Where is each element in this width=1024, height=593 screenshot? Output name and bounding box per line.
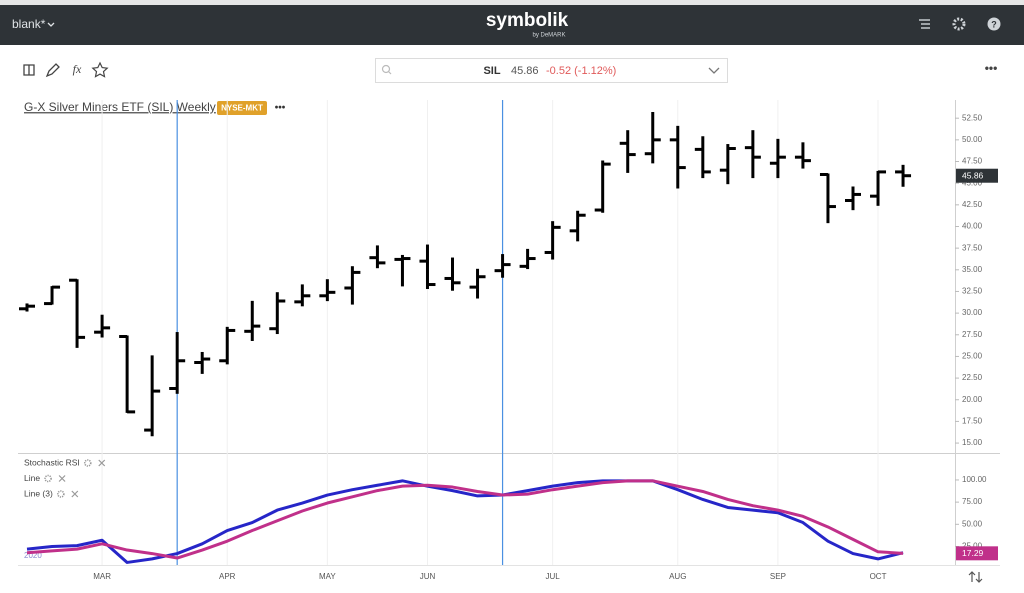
y-tick-label: 17.50 <box>962 417 983 426</box>
x-tick-label: AUG <box>669 572 686 581</box>
x-tick-label: APR <box>219 572 236 581</box>
legend-settings[interactable] <box>44 474 52 483</box>
y-tick-label: 42.50 <box>962 200 983 209</box>
x-tick-label: JUN <box>420 572 436 581</box>
draw-icon[interactable] <box>45 63 60 78</box>
last-value-label: 17.29 <box>962 548 984 558</box>
legend-entry: Line <box>24 473 40 483</box>
y-tick-label: 75.00 <box>962 497 983 506</box>
symbol-search[interactable] <box>375 58 728 83</box>
settings-icon[interactable] <box>952 17 966 31</box>
legend-settings[interactable] <box>83 459 92 467</box>
favorite-icon[interactable] <box>91 61 109 78</box>
svg-text:?: ? <box>991 19 997 29</box>
top-strip <box>0 0 1024 5</box>
y-tick-label: 15.00 <box>962 438 983 447</box>
symbol: SIL <box>483 65 500 77</box>
exchange-label: NYSE-MKT <box>221 104 263 113</box>
legend-remove[interactable] <box>58 475 66 482</box>
year-label: 2020 <box>24 551 42 560</box>
x-tick-label: MAY <box>319 572 336 581</box>
exchange-badge <box>217 101 267 115</box>
menu-button[interactable]: ••• <box>985 61 998 75</box>
y-tick-label: 47.50 <box>962 157 983 166</box>
last-price-tag <box>956 168 998 183</box>
formula-icon[interactable]: fx <box>73 62 82 76</box>
last-value-tag <box>956 546 998 561</box>
last-price: 45.86 <box>511 65 539 77</box>
y-tick-label: 25.00 <box>962 352 983 361</box>
x-tick-label: JUL <box>546 572 561 581</box>
search-icon <box>381 64 392 75</box>
search-dropdown[interactable] <box>708 67 720 74</box>
legend-remove[interactable] <box>71 490 79 498</box>
legend-remove[interactable] <box>98 459 106 467</box>
y-tick-label: 20.00 <box>962 395 983 404</box>
chart-options[interactable]: ••• <box>275 103 286 114</box>
y-tick-label: 37.50 <box>962 243 983 252</box>
x-tick-label: SEP <box>770 572 786 581</box>
legend-settings[interactable] <box>57 490 65 498</box>
y-tick-label: 27.50 <box>962 330 983 339</box>
price-bars <box>19 111 912 437</box>
book-icon[interactable] <box>23 64 35 76</box>
y-tick-label: 22.50 <box>962 373 983 382</box>
y-tick-label: 100.00 <box>962 475 987 484</box>
swap-icon[interactable] <box>968 571 983 583</box>
y-tick-label: 25.00 <box>962 542 983 551</box>
x-tick-label: MAR <box>93 572 111 581</box>
y-tick-label: 40.00 <box>962 222 983 231</box>
y-tick-label: 50.00 <box>962 135 983 144</box>
indicator-line <box>26 479 904 560</box>
help-icon[interactable]: ? <box>987 17 1001 31</box>
last-price-label: 45.86 <box>962 170 984 180</box>
y-tick-label: 52.50 <box>962 113 983 122</box>
nav-bar <box>0 5 1024 45</box>
x-tick-label: OCT <box>870 572 887 581</box>
workspace-caret[interactable] <box>47 22 55 27</box>
indicator-line <box>26 479 904 564</box>
workspace-name[interactable]: blank* <box>12 17 46 31</box>
y-tick-label: 32.50 <box>962 287 983 296</box>
y-tick-label: 50.00 <box>962 519 983 528</box>
price-change: -0.52 (-1.12%) <box>546 65 616 77</box>
chart-title[interactable]: G-X Silver Miners ETF (SIL) Weekly <box>24 100 216 114</box>
logo-sub: by DeMARK <box>532 33 565 39</box>
logo: symbolik <box>486 10 569 31</box>
y-tick-label: 35.00 <box>962 265 983 274</box>
list-icon[interactable] <box>919 19 930 29</box>
y-tick-label: 45.00 <box>962 178 983 187</box>
legend-entry: Stochastic RSI <box>24 457 80 467</box>
legend-entry: Line (3) <box>24 488 53 498</box>
y-tick-label: 30.00 <box>962 308 983 317</box>
